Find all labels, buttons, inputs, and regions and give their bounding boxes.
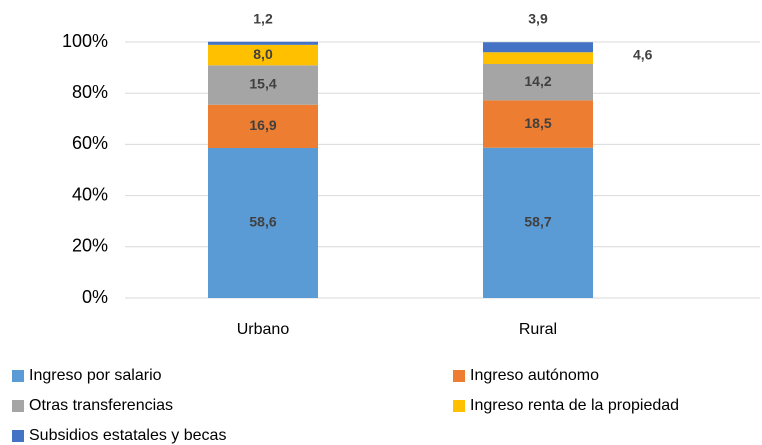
data-label: 58,6 [249, 214, 276, 230]
bar-segment [483, 147, 593, 298]
data-label: 4,6 [633, 47, 653, 63]
bar-segment [483, 100, 593, 148]
legend-swatch [453, 370, 465, 382]
y-tick-label: 60% [72, 133, 108, 153]
legend-swatch [12, 400, 24, 412]
legend-label: Subsidios estatales y becas [29, 427, 226, 444]
bar-segment [483, 64, 593, 101]
bar-segment [208, 147, 318, 298]
data-label: 8,0 [253, 46, 273, 62]
y-tick-label: 100% [62, 31, 108, 51]
data-label: 1,2 [253, 11, 273, 27]
legend-label: Ingreso renta de la propiedad [470, 397, 679, 414]
x-tick-label: Rural [519, 321, 557, 338]
bar-segment [208, 44, 318, 66]
x-tick-label: Urbano [237, 321, 290, 338]
y-tick-label: 0% [82, 287, 108, 307]
y-tick-label: 20% [72, 236, 108, 256]
bar-segment [483, 42, 593, 53]
y-tick-label: 40% [72, 184, 108, 204]
legend-swatch [12, 370, 24, 382]
data-label: 14,2 [524, 73, 551, 89]
bar-segment [208, 41, 318, 45]
legend-label: Ingreso por salario [29, 367, 162, 384]
legend-label: Otras transferencias [29, 397, 173, 414]
data-label: 18,5 [524, 115, 551, 131]
data-label: 16,9 [249, 117, 276, 133]
data-label: 15,4 [249, 76, 276, 92]
data-label: 3,9 [528, 11, 548, 27]
bar-segment [208, 104, 318, 148]
bar-segment [208, 65, 318, 105]
bar-segment [483, 52, 593, 65]
legend-swatch [12, 430, 24, 442]
data-label: 58,7 [524, 214, 551, 230]
legend-swatch [453, 400, 465, 412]
legend-label: Ingreso autónomo [470, 367, 599, 384]
y-tick-label: 80% [72, 82, 108, 102]
